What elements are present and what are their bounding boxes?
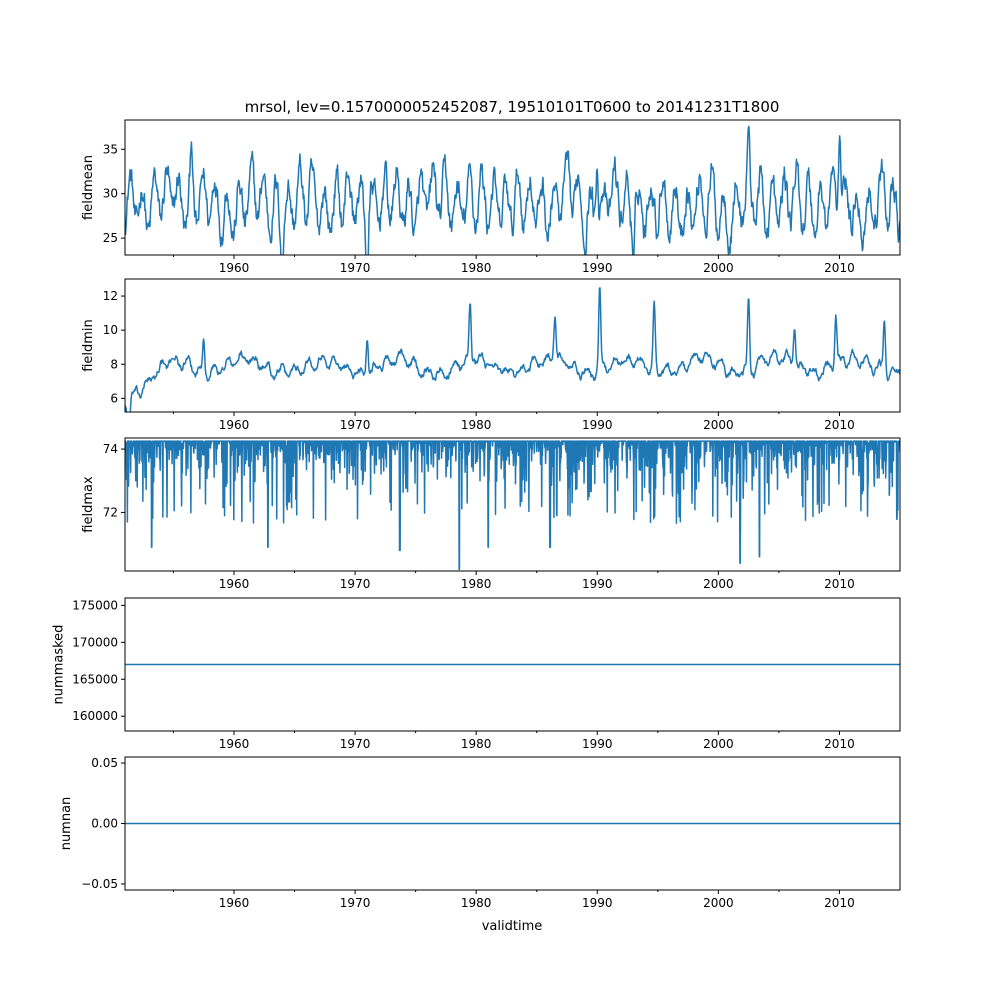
y-tick-label: 25 [103, 231, 118, 245]
y-tick-label: 74 [103, 442, 118, 456]
x-tick-label: 1960 [219, 896, 250, 910]
x-tick-label: 1970 [340, 577, 371, 591]
x-tick-label: 1990 [582, 896, 613, 910]
x-tick-label: 1960 [219, 577, 250, 591]
y-axis-label-fieldmin: fieldmin [81, 319, 96, 372]
x-tick-label: 2010 [824, 261, 855, 275]
y-tick-label: 175000 [72, 598, 118, 612]
x-tick-label: 1990 [582, 261, 613, 275]
x-tick-label: 2000 [703, 896, 734, 910]
x-tick-label: 1990 [582, 577, 613, 591]
x-tick-label: 2000 [703, 261, 734, 275]
subplot-fieldmean: 1960 1970 1980 1990 2000 2010 25 30 35 fieldmean [81, 119, 901, 275]
y-tick-label: 35 [103, 142, 118, 156]
series-line-fieldmean [125, 125, 900, 255]
y-tick-label: 6 [110, 391, 118, 405]
x-tick-label: 2010 [824, 896, 855, 910]
y-axis-label-nummasked: nummasked [52, 625, 67, 705]
x-tick-label: 2000 [703, 577, 734, 591]
x-tick-label: 1980 [461, 577, 492, 591]
x-tick-label: 2000 [703, 418, 734, 432]
series-line-fieldmax [125, 440, 900, 571]
axes-frame-fieldmean [124, 119, 901, 256]
x-tick-label: 1980 [461, 418, 492, 432]
x-tick-label: 1970 [340, 418, 371, 432]
subplot-fieldmin: 1960 1970 1980 1990 2000 2010 6 8 10 12 fieldmin [81, 278, 901, 432]
subplot-fieldmax: 1960 1970 1980 1990 2000 2010 72 74 fieldmax [81, 437, 901, 591]
x-tick-label: 1970 [340, 896, 371, 910]
x-tick-label: 2010 [824, 418, 855, 432]
x-tick-label: 1960 [219, 737, 250, 751]
x-tick-label: 1980 [461, 896, 492, 910]
y-tick-label: 170000 [72, 635, 118, 649]
y-tick-label: 12 [103, 289, 118, 303]
axes-frame-fieldmin [124, 278, 901, 413]
axes-frame-fieldmax [124, 437, 901, 572]
x-tick-label: 1960 [219, 418, 250, 432]
subplot-nummasked: 1960 1970 1980 1990 2000 2010 160000 165000 1700… [52, 597, 901, 751]
x-tick-label: 1970 [340, 737, 371, 751]
x-tick-label: 2010 [824, 737, 855, 751]
y-axis-label-fieldmax: fieldmax [81, 476, 96, 533]
subplots: 1960 1970 1980 1990 2000 2010253035fieldmean1… [52, 119, 901, 910]
y-tick-label: 0.05 [91, 756, 118, 770]
x-tick-label: 2010 [824, 577, 855, 591]
x-tick-label: 1980 [461, 261, 492, 275]
y-axis-label-fieldmean: fieldmean [81, 155, 96, 220]
y-tick-label: 8 [110, 357, 118, 371]
series-line-fieldmin [125, 287, 900, 412]
axes-frame-nummasked [124, 597, 901, 732]
y-tick-label: 165000 [72, 672, 118, 686]
subplot-numnan: 1960 1970 1980 1990 2000 2010 −0.05 0.00 0.05 num… [59, 756, 901, 910]
x-tick-label: 1990 [582, 737, 613, 751]
x-tick-label: 1990 [582, 418, 613, 432]
y-axis-label-numnan: numnan [59, 797, 74, 851]
chart-title: mrsol, lev=0.1570000052452087, 19510101T… [245, 98, 780, 116]
x-tick-label: 2000 [703, 737, 734, 751]
x-tick-label: 1980 [461, 737, 492, 751]
x-tick-label: 1960 [219, 261, 250, 275]
y-tick-label: 160000 [72, 709, 118, 723]
y-tick-label: 0.00 [91, 817, 118, 831]
y-tick-label: 10 [103, 323, 118, 337]
x-tick-label: 1970 [340, 261, 371, 275]
y-tick-label: 72 [103, 505, 118, 519]
y-tick-label: −0.05 [81, 877, 118, 891]
x-axis-label: validtime [482, 919, 543, 934]
y-tick-label: 30 [103, 187, 118, 201]
